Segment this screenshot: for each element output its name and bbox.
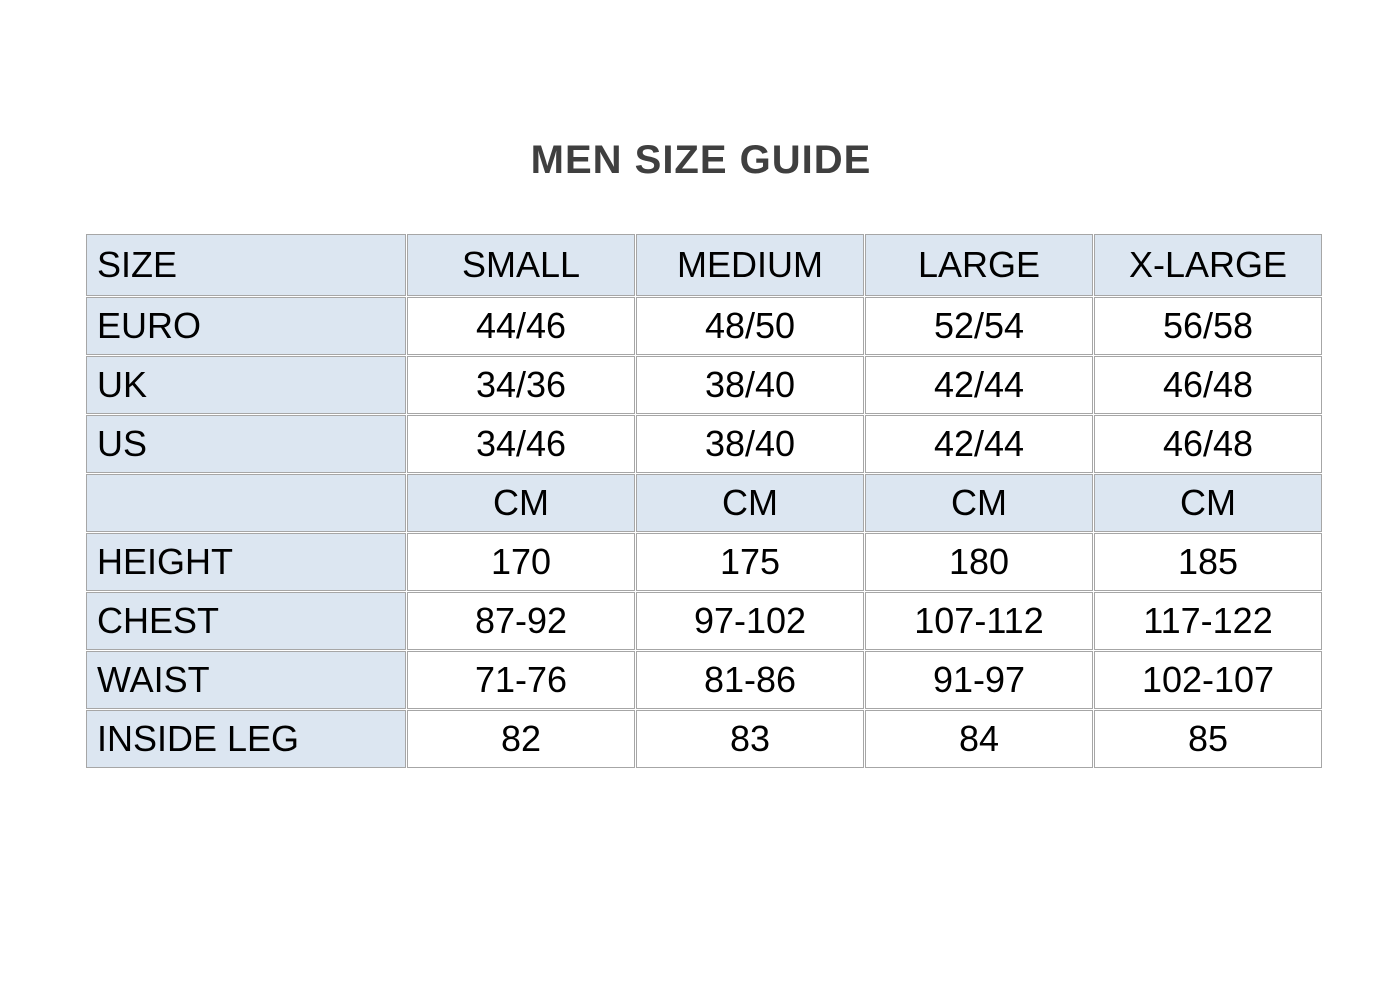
table-row-uk: UK 34/36 38/40 42/44 46/48 — [86, 356, 1322, 414]
value-cell: 56/58 — [1094, 297, 1322, 355]
value-cell: 46/48 — [1094, 356, 1322, 414]
value-cell: 91-97 — [865, 651, 1093, 709]
row-label-cell: CHEST — [86, 592, 406, 650]
table-row-waist: WAIST 71-76 81-86 91-97 102-107 — [86, 651, 1322, 709]
value-cell: 87-92 — [407, 592, 635, 650]
value-cell: 102-107 — [1094, 651, 1322, 709]
value-cell: 42/44 — [865, 415, 1093, 473]
value-cell: 82 — [407, 710, 635, 768]
header-cell-large: LARGE — [865, 234, 1093, 296]
table-row-chest: CHEST 87-92 97-102 107-112 117-122 — [86, 592, 1322, 650]
unit-cell: CM — [1094, 474, 1322, 532]
value-cell: 185 — [1094, 533, 1322, 591]
table-row-inside-leg: INSIDE LEG 82 83 84 85 — [86, 710, 1322, 768]
table-row-height: HEIGHT 170 175 180 185 — [86, 533, 1322, 591]
value-cell: 46/48 — [1094, 415, 1322, 473]
table-row-cm-units: CM CM CM CM — [86, 474, 1322, 532]
row-label-cell: EURO — [86, 297, 406, 355]
value-cell: 44/46 — [407, 297, 635, 355]
unit-cell: CM — [636, 474, 864, 532]
value-cell: 38/40 — [636, 415, 864, 473]
value-cell: 117-122 — [1094, 592, 1322, 650]
page-title: MEN SIZE GUIDE — [530, 138, 872, 182]
row-label-cell: INSIDE LEG — [86, 710, 406, 768]
value-cell: 170 — [407, 533, 635, 591]
unit-cell: CM — [865, 474, 1093, 532]
value-cell: 52/54 — [865, 297, 1093, 355]
value-cell: 97-102 — [636, 592, 864, 650]
unit-cell: CM — [407, 474, 635, 532]
table-header-row: SIZE SMALL MEDIUM LARGE X-LARGE — [86, 234, 1322, 296]
row-label-cell: US — [86, 415, 406, 473]
value-cell: 81-86 — [636, 651, 864, 709]
header-cell-size: SIZE — [86, 234, 406, 296]
value-cell: 34/36 — [407, 356, 635, 414]
header-cell-medium: MEDIUM — [636, 234, 864, 296]
value-cell: 84 — [865, 710, 1093, 768]
table-row-us: US 34/46 38/40 42/44 46/48 — [86, 415, 1322, 473]
header-cell-small: SMALL — [407, 234, 635, 296]
value-cell: 71-76 — [407, 651, 635, 709]
row-label-cell: WAIST — [86, 651, 406, 709]
value-cell: 42/44 — [865, 356, 1093, 414]
value-cell: 107-112 — [865, 592, 1093, 650]
value-cell: 83 — [636, 710, 864, 768]
value-cell: 38/40 — [636, 356, 864, 414]
value-cell: 34/46 — [407, 415, 635, 473]
row-label-cell: HEIGHT — [86, 533, 406, 591]
size-guide-table: SIZE SMALL MEDIUM LARGE X-LARGE EURO 44/… — [85, 233, 1323, 769]
value-cell: 180 — [865, 533, 1093, 591]
header-cell-x-large: X-LARGE — [1094, 234, 1322, 296]
row-label-cell — [86, 474, 406, 532]
row-label-cell: UK — [86, 356, 406, 414]
value-cell: 85 — [1094, 710, 1322, 768]
value-cell: 175 — [636, 533, 864, 591]
table-row-euro: EURO 44/46 48/50 52/54 56/58 — [86, 297, 1322, 355]
value-cell: 48/50 — [636, 297, 864, 355]
